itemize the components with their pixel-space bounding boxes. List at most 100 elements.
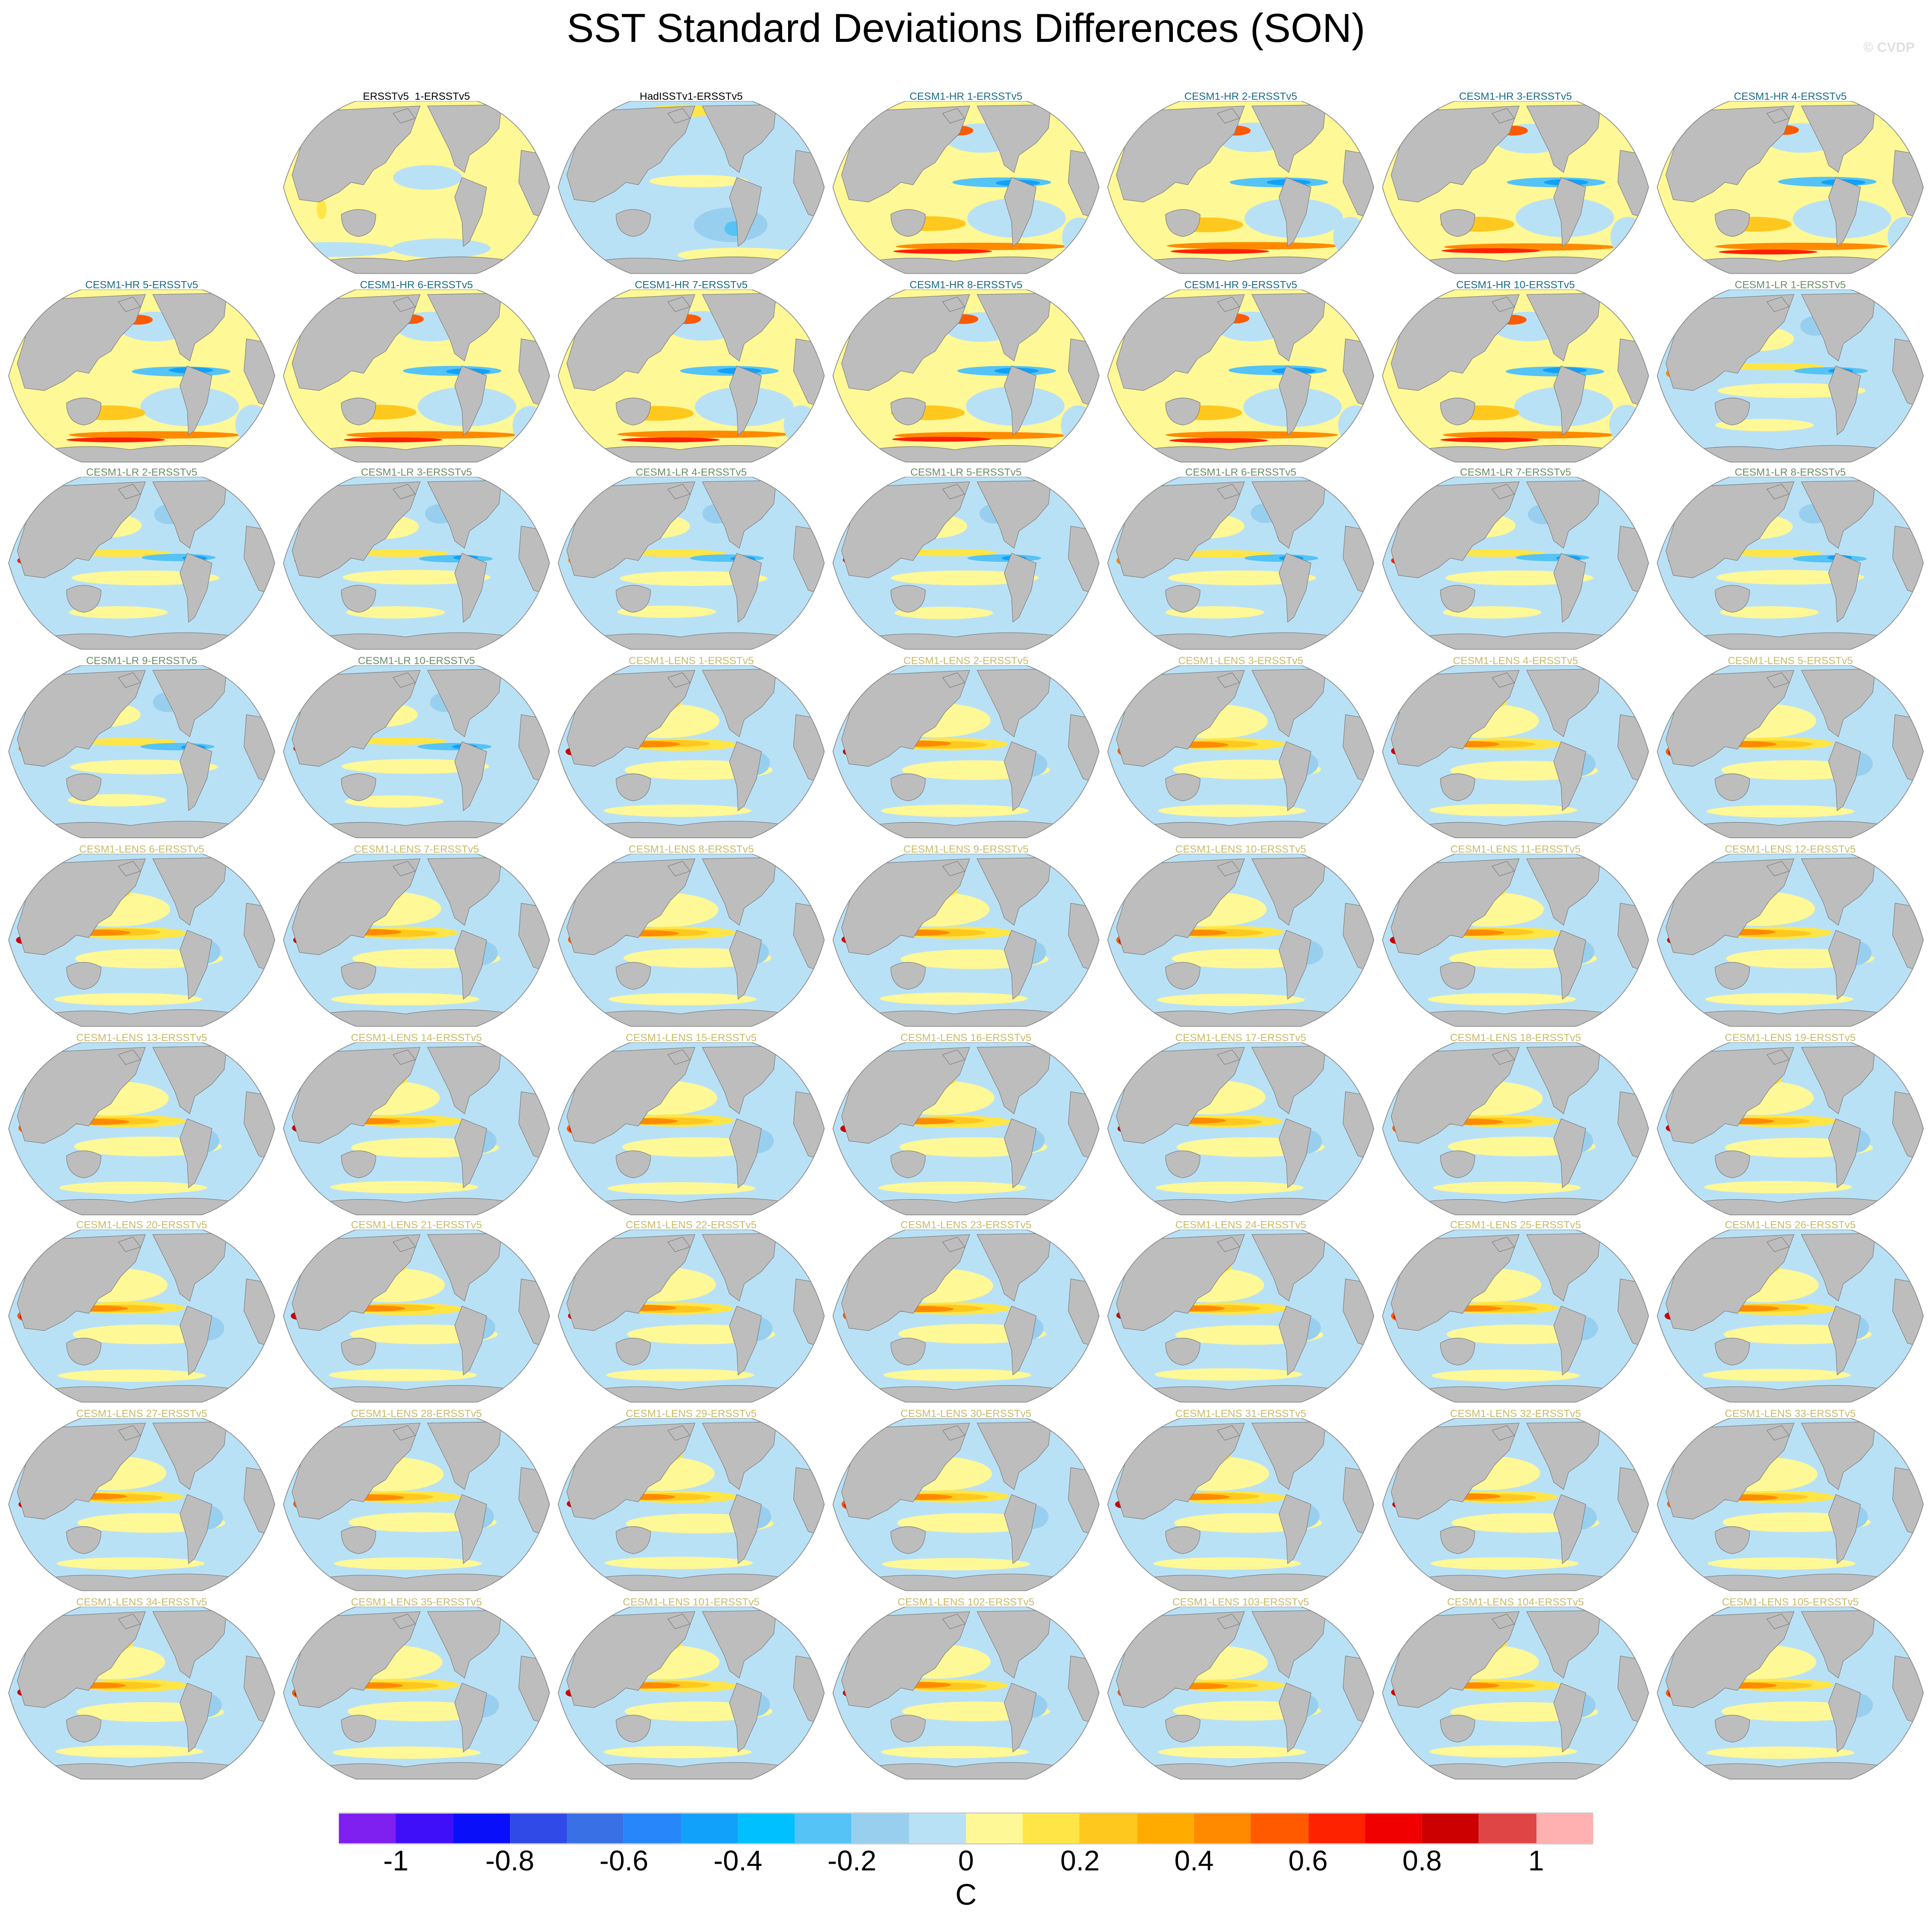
panel-title: CESM1-LENS 8-ERSSTv5: [628, 842, 754, 855]
sst-difference-map: [1656, 1418, 1924, 1591]
land-mass: [667, 1048, 690, 1064]
land-mass: [1131, 1574, 1353, 1591]
land-mass: [1004, 1306, 1037, 1376]
land-mass: [1217, 1048, 1240, 1064]
map-outline: [832, 289, 1100, 462]
panel-title: CESM1-LENS 5-ERSSTv5: [1727, 654, 1853, 667]
land-mass: [66, 1714, 101, 1742]
panel-title: CESM1-LENS 24-ERSSTv5: [1175, 1219, 1306, 1231]
sst-difference-map: [832, 665, 1100, 839]
sst-difference-map: [557, 477, 825, 650]
land-mass: [306, 1009, 529, 1026]
land-mass: [17, 1046, 146, 1143]
panel-title: CESM1-LR 7-ERSSTv5: [1460, 466, 1571, 479]
map-outline: [283, 1230, 550, 1403]
land-mass: [341, 209, 376, 237]
land-mass: [841, 1422, 970, 1520]
map-outline: [283, 1606, 550, 1779]
land-mass: [1828, 553, 1861, 624]
panel-title: CESM1-HR 3-ERSSTv5: [1459, 90, 1572, 102]
sst-difference-map: [832, 477, 1100, 650]
land-mass: [1492, 108, 1515, 124]
land-mass: [117, 1048, 141, 1064]
anomaly-region: [880, 992, 1028, 1005]
map-panel: CESM1-LR 6-ERSSTv5: [1105, 466, 1376, 650]
map-outline: [1656, 1418, 1924, 1591]
land-mass: [1217, 296, 1240, 312]
sst-difference-map: [283, 1230, 550, 1403]
panel-title: CESM1-HR 4-ERSSTv5: [1734, 90, 1847, 102]
land-mass: [890, 1526, 926, 1554]
land-mass: [667, 484, 690, 500]
sst-difference-map: [832, 289, 1100, 462]
colorbar-box: [1365, 1814, 1422, 1843]
colorbar-box: [681, 1814, 738, 1843]
sst-difference-map: [1107, 477, 1375, 650]
land-mass: [702, 669, 777, 738]
sst-difference-map: [1107, 853, 1375, 1027]
land-mass: [616, 773, 651, 801]
map-outline: [557, 853, 825, 1027]
panel-title: CESM1-LENS 23-ERSSTv5: [900, 1219, 1032, 1231]
sst-difference-map: [1382, 289, 1649, 462]
colorbar-box: [1479, 1814, 1536, 1843]
sst-difference-map: [1656, 1230, 1924, 1403]
map-panel: CESM1-LENS 102-ERSSTv5: [830, 1595, 1102, 1779]
map-outline: [557, 101, 825, 274]
map-panel: CESM1-LENS 16-ERSSTv5: [830, 1031, 1102, 1215]
anomaly-region: [1717, 383, 1865, 398]
colorbar-box: [1023, 1814, 1080, 1843]
land-mass: [1131, 1385, 1353, 1403]
panel-title: CESM1-LENS 29-ERSSTv5: [626, 1407, 757, 1419]
land-mass: [702, 292, 777, 361]
sst-difference-map: [557, 1042, 825, 1215]
anomaly-region: [1706, 1746, 1855, 1758]
anomaly-region: [649, 175, 748, 187]
land-mass: [1251, 1233, 1326, 1302]
land-mass: [179, 365, 212, 435]
land-mass: [1279, 1494, 1311, 1564]
panel-title: CESM1-LENS 2-ERSSTv5: [903, 654, 1029, 667]
land-mass: [856, 1009, 1079, 1026]
anomaly-region: [898, 549, 997, 557]
anomaly-region: [1156, 1181, 1304, 1194]
land-mass: [976, 1609, 1052, 1678]
land-mass: [1390, 858, 1520, 955]
panel-title: CESM1-LENS 4-ERSSTv5: [1453, 654, 1578, 667]
land-mass: [1801, 1421, 1876, 1490]
land-mass: [856, 256, 1079, 274]
land-mass: [341, 397, 376, 425]
land-mass: [729, 553, 762, 624]
land-mass: [1828, 1118, 1861, 1188]
colorbar-tick-label: 0.4: [1174, 1844, 1214, 1877]
map-outline: [1382, 1418, 1649, 1591]
panel-title: CESM1-LENS 21-ERSSTv5: [351, 1219, 482, 1231]
map-panel: CESM1-LENS 35-ERSSTv5: [281, 1595, 552, 1779]
land-mass: [1390, 1422, 1520, 1520]
anomaly-region: [393, 165, 462, 190]
land-mass: [306, 633, 529, 650]
panel-title: CESM1-LENS 9-ERSSTv5: [903, 842, 1029, 855]
colorbar-box: [453, 1814, 510, 1843]
sst-difference-map: [8, 1042, 276, 1215]
land-mass: [341, 585, 376, 613]
anomaly-region: [1719, 249, 1818, 255]
colorbar-tick-label: 0: [958, 1844, 974, 1877]
sst-difference-map: [1656, 101, 1924, 274]
colorbar-box: [1251, 1814, 1308, 1843]
anomaly-region: [1433, 1181, 1581, 1194]
land-mass: [581, 1761, 804, 1779]
land-mass: [17, 1234, 146, 1331]
anomaly-region: [1169, 437, 1268, 443]
map-outline: [1107, 477, 1375, 650]
land-mass: [1526, 1233, 1601, 1302]
anomaly-region: [1443, 431, 1615, 438]
anomaly-region: [341, 759, 489, 774]
map-panel: HadISSTv1-ERSSTv5: [556, 90, 827, 274]
land-mass: [427, 104, 502, 173]
map-panel: CESM1-LENS 23-ERSSTv5: [830, 1219, 1102, 1403]
anomaly-region: [331, 993, 479, 1005]
land-mass: [1828, 1494, 1861, 1564]
land-mass: [1666, 482, 1795, 579]
land-mass: [1680, 1385, 1903, 1403]
